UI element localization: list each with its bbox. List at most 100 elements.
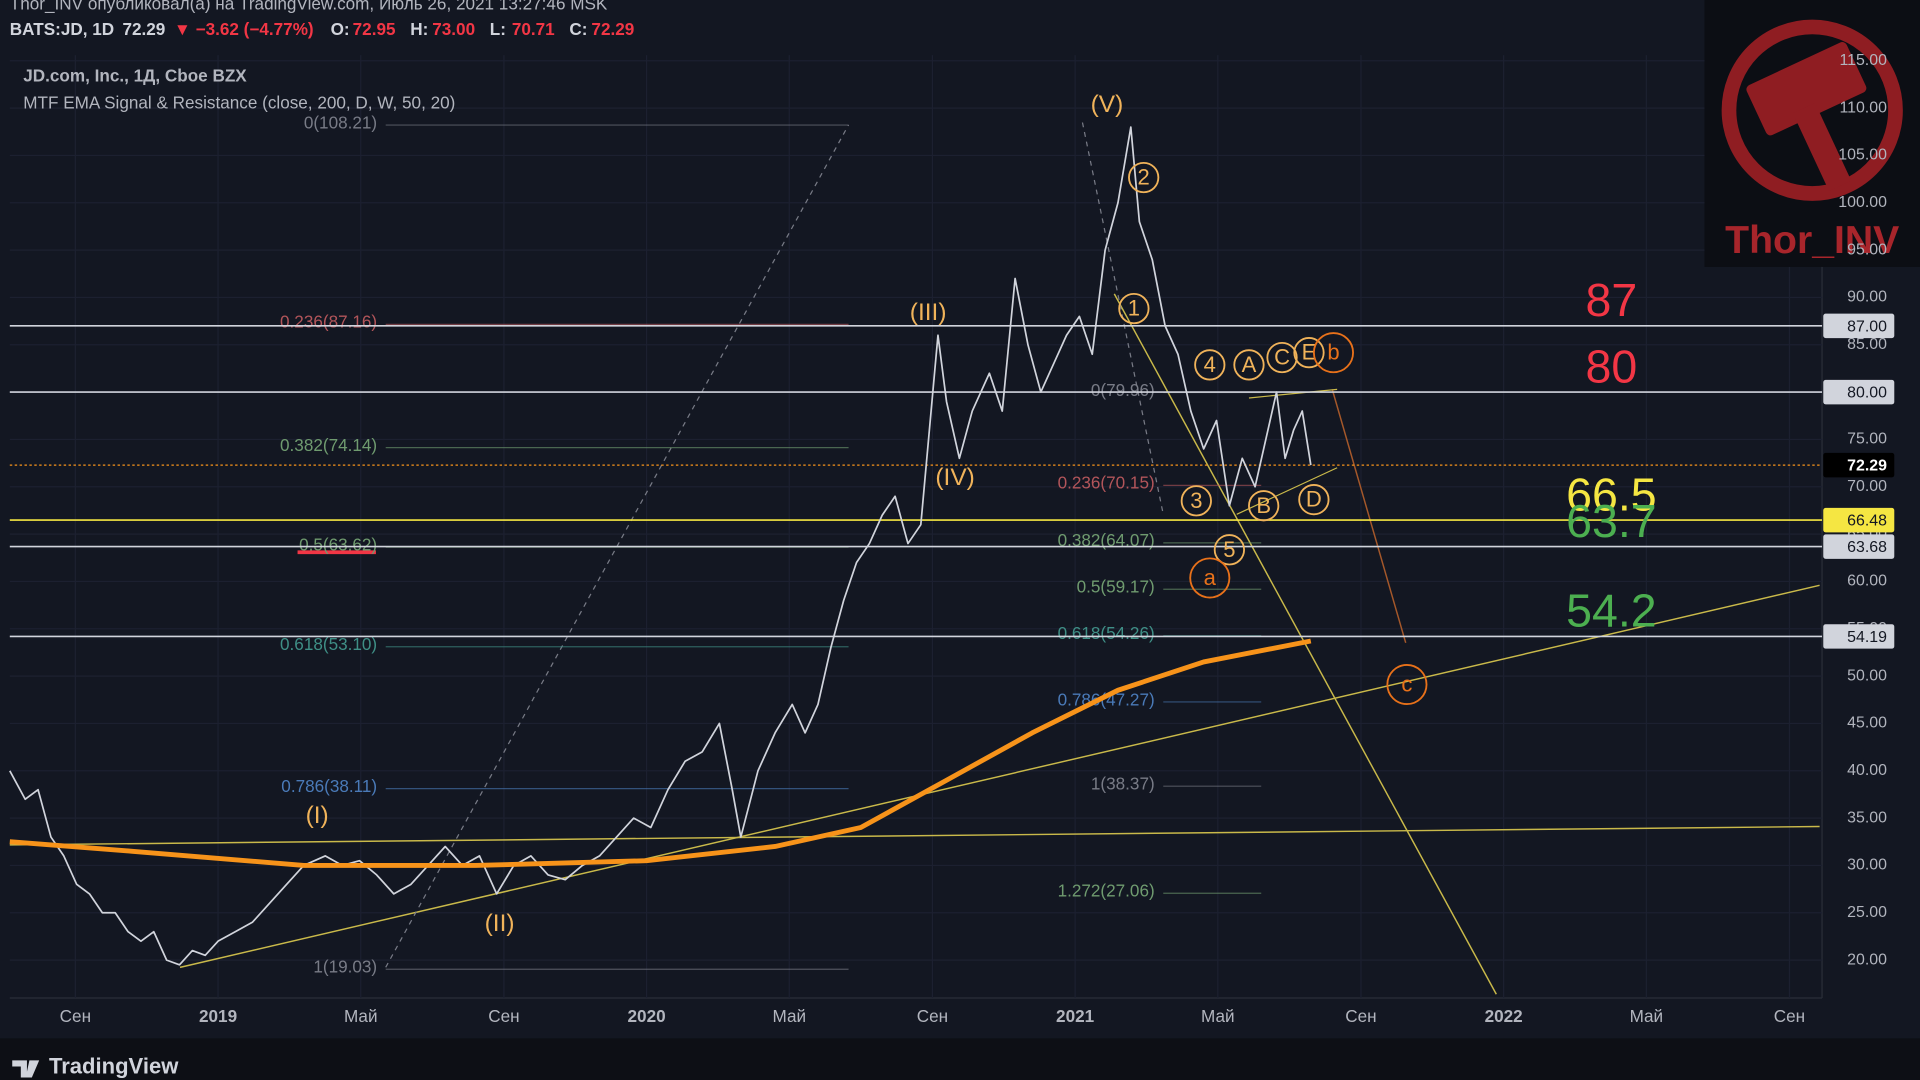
logo-text: Thor_INV [1725, 219, 1899, 262]
wave-label: E [1302, 340, 1317, 365]
level-callout: 87 [1586, 274, 1638, 326]
logo-hammer-head [1746, 42, 1867, 136]
y-tick-label: 40.00 [1847, 762, 1887, 779]
header-field: 72.95 [353, 19, 396, 39]
y-tick-label: 75.00 [1847, 431, 1887, 448]
wave-label: A [1242, 352, 1257, 377]
wave-circle [1266, 341, 1298, 374]
wave-label: 1 [1128, 296, 1140, 321]
trend-line [1331, 389, 1407, 644]
symbol-header: BATS:JD, 1D 72.29 ▼ −3.62 (−4.77%) O: 72.95 H… [10, 19, 634, 39]
watermark-logo: Thor_INV [1704, 0, 1920, 267]
wave-circle [1213, 534, 1246, 566]
fib-label: 0.618(54.26) [1058, 623, 1155, 643]
wave-circle [1189, 557, 1231, 599]
header-field: ▼ −3.62 (−4.77%) [174, 19, 314, 39]
header-field: L: [490, 19, 506, 39]
level-callout: 66.5 [1566, 468, 1657, 520]
header-field: H: [410, 19, 428, 39]
x-tick-label: Сен [917, 1006, 948, 1026]
x-tick-label: Сен [60, 1006, 91, 1026]
y-tick-label: 85.00 [1847, 336, 1887, 353]
wave-label: D [1306, 487, 1322, 512]
price-box [1823, 379, 1895, 405]
wave-label: 4 [1204, 352, 1216, 377]
fib-label: 0.5(63.62) [299, 534, 377, 554]
x-tick-label: Сен [1774, 1006, 1805, 1026]
wave-label: B [1256, 493, 1271, 518]
wave-circle [1128, 161, 1160, 194]
x-tick-label: Май [773, 1006, 807, 1026]
wave-label: C [1274, 345, 1290, 370]
fib-label: 1(38.37) [1091, 774, 1155, 794]
chart-subtitle: MTF EMA Signal & Resistance (close, 200,… [23, 93, 455, 113]
x-tick-label: Сен [488, 1006, 519, 1026]
ema-line [9, 638, 1312, 868]
price-box-label: 80.00 [1847, 385, 1887, 402]
y-tick-label: 90.00 [1847, 289, 1887, 306]
wedge-line [1236, 467, 1338, 515]
y-tick-label: 50.00 [1847, 667, 1887, 684]
header-field: 70.71 [512, 19, 555, 39]
trend-line [179, 584, 1820, 969]
fib-label: 1(19.03) [313, 957, 377, 977]
tv-logo [12, 1060, 40, 1078]
header-field: C: [569, 19, 587, 39]
fib-label: 1.272(27.06) [1058, 881, 1155, 901]
wave-label: 5 [1223, 537, 1235, 562]
wave-label: (III) [910, 299, 947, 326]
price-box-label: 63.68 [1847, 539, 1887, 556]
x-tick-label: 2022 [1485, 1006, 1523, 1026]
wave-label: (IV) [935, 464, 974, 491]
price-box [1823, 624, 1895, 649]
fib-label: 0.236(87.16) [280, 312, 377, 332]
wave-circle [1386, 663, 1428, 705]
x-tick-label: 2019 [199, 1006, 237, 1026]
plot: 0(108.21) 0.236(87.16) 0.382(74.14) 0.5(63.… [9, 91, 1823, 977]
footer-text: TradingView [49, 1054, 179, 1079]
fib-label: 0.382(64.07) [1058, 530, 1155, 550]
wave-label: c [1401, 672, 1412, 697]
wave-circle [1298, 483, 1330, 516]
header-field: 73.00 [432, 19, 475, 39]
logo-ring [1721, 19, 1903, 201]
y-tick-label: 95.00 [1847, 241, 1887, 258]
x-tick-label: Май [1630, 1006, 1664, 1026]
price-box [1823, 534, 1895, 559]
price-box [1823, 452, 1895, 478]
price-line [9, 126, 1312, 966]
fib-label: 0(108.21) [304, 112, 377, 132]
header-field: O: [331, 19, 350, 39]
wave-circle [1312, 332, 1354, 374]
footer-bar [0, 1038, 1920, 1080]
y-tick-label: 35.00 [1847, 809, 1887, 826]
x-tick-label: Май [344, 1006, 378, 1026]
wave-circle [1233, 349, 1265, 381]
level-callout: 54.2 [1566, 585, 1657, 637]
logo-hammer-handle [1792, 102, 1852, 191]
x-tick-label: 2021 [1056, 1006, 1095, 1026]
fib-label: 0(79.96) [1091, 380, 1155, 400]
wave-label: b [1327, 340, 1339, 365]
trend-line [9, 825, 1820, 846]
price-box [1823, 313, 1895, 339]
wave-label: a [1204, 565, 1217, 590]
fib-label: 0.786(38.11) [281, 776, 377, 796]
y-tick-label: 60.00 [1847, 573, 1887, 590]
price-box-label: 72.29 [1847, 458, 1887, 475]
fib-label: 0.236(70.15) [1058, 473, 1155, 493]
y-tick-label: 45.00 [1847, 715, 1887, 732]
wave-circle [1194, 349, 1226, 381]
price-box-label: 87.00 [1847, 318, 1887, 335]
y-tick-label: 115.00 [1839, 52, 1887, 69]
fib-label: 0.5(59.17) [1077, 577, 1155, 597]
drawings [9, 122, 1820, 995]
header-field: BATS:JD, 1D [10, 19, 114, 39]
y-tick-label: 105.00 [1838, 147, 1887, 164]
fib-label: 0.786(47.27) [1058, 689, 1155, 709]
price-box [1823, 507, 1895, 533]
wave-circle [1248, 490, 1280, 522]
